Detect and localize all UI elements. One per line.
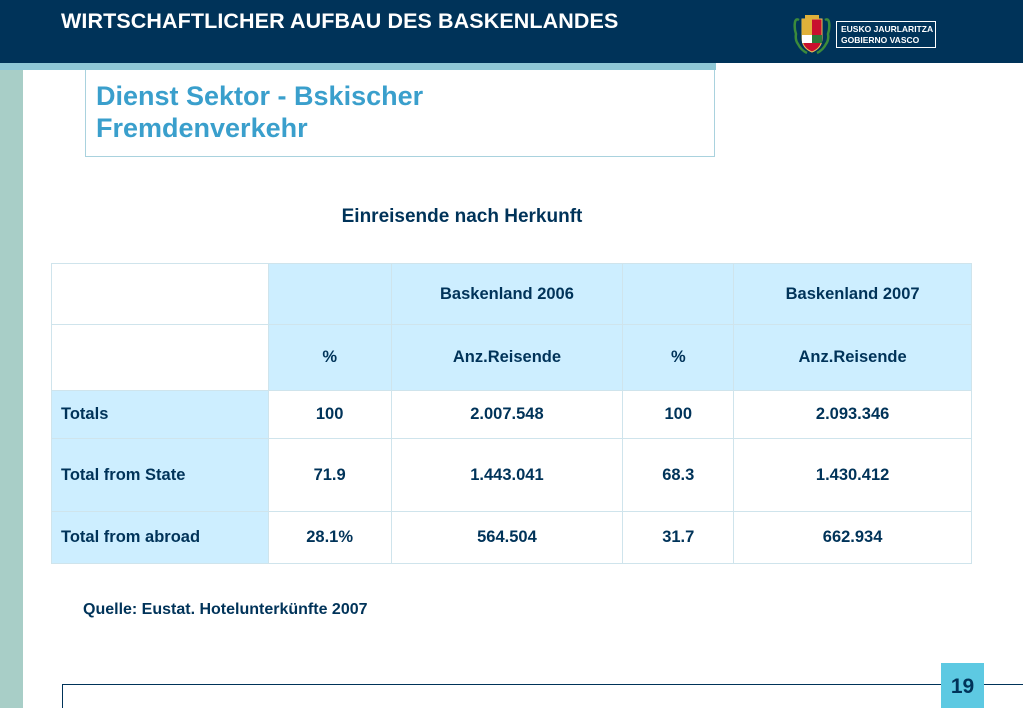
source-note: Quelle: Eustat. Hotelunterkünfte 2007: [83, 601, 368, 618]
header-bar: WIRTSCHAFTLICHER AUFBAU DES BASKENLANDES…: [0, 0, 1023, 63]
table-cell: 564.504: [390, 511, 624, 564]
logo-text-box: EUSKO JAURLARITZA GOBIERNO VASCO: [836, 21, 936, 48]
table-cell: 1.430.412: [733, 438, 972, 512]
empty-header-cell: [51, 324, 269, 391]
table-cell: 2.007.548: [390, 390, 624, 439]
basque-coat-of-arms-icon: [793, 15, 831, 55]
table-row: Total from State 71.9 1.443.041 68.3 1.4…: [51, 438, 972, 512]
table-cell: 31.7: [622, 511, 735, 564]
left-decorative-bar: [0, 70, 23, 708]
visitors-table: Baskenland 2006 Baskenland 2007 % Anz.Re…: [51, 263, 972, 564]
subtitle-line-1: Dienst Sektor - Bskischer: [96, 81, 424, 111]
table-title: Einreisende nach Herkunft: [341, 206, 583, 227]
table-cell: 100: [622, 390, 735, 439]
row-label: Totals: [51, 390, 269, 439]
accent-stripe: [0, 63, 716, 70]
column-header: %: [267, 324, 392, 391]
table-cell: 2.093.346: [733, 390, 972, 439]
column-header: Anz.Reisende: [733, 324, 972, 391]
group-header-2007: Baskenland 2007: [733, 263, 972, 325]
footer-rule: [62, 684, 1023, 685]
empty-header-cell: [51, 263, 269, 325]
column-header: %: [622, 324, 735, 391]
subtitle-line-2: Fremdenverkehr: [96, 113, 308, 143]
row-label: Total from State: [51, 438, 269, 512]
table-cell: 1.443.041: [390, 438, 624, 512]
table-group-header-row: Baskenland 2006 Baskenland 2007: [51, 263, 972, 325]
slide-subtitle: Dienst Sektor - Bskischer Fremdenverkehr: [96, 80, 423, 144]
page-header-title: WIRTSCHAFTLICHER AUFBAU DES BASKENLANDES: [61, 9, 619, 33]
logo-line-2: GOBIERNO VASCO: [841, 35, 920, 45]
table-row: Total from abroad 28.1% 564.504 31.7 662…: [51, 511, 972, 564]
group-spacer-cell: [622, 263, 735, 325]
table-row: Totals 100 2.007.548 100 2.093.346: [51, 390, 972, 439]
group-spacer-cell: [267, 263, 392, 325]
table-cell: 28.1%: [267, 511, 392, 564]
column-header: Anz.Reisende: [390, 324, 624, 391]
row-label: Total from abroad: [51, 511, 269, 564]
government-logo: EUSKO JAURLARITZA GOBIERNO VASCO: [793, 14, 945, 58]
table-cell: 71.9: [267, 438, 392, 512]
table-column-header-row: % Anz.Reisende % Anz.Reisende: [51, 324, 972, 391]
subtitle-box: Dienst Sektor - Bskischer Fremdenverkehr: [85, 70, 715, 157]
page-number: 19: [941, 663, 984, 708]
logo-line-1: EUSKO JAURLARITZA: [841, 24, 934, 34]
group-header-2006: Baskenland 2006: [390, 263, 624, 325]
footer-rule-left: [62, 684, 63, 708]
table-cell: 68.3: [622, 438, 735, 512]
table-cell: 662.934: [733, 511, 972, 564]
table-cell: 100: [267, 390, 392, 439]
